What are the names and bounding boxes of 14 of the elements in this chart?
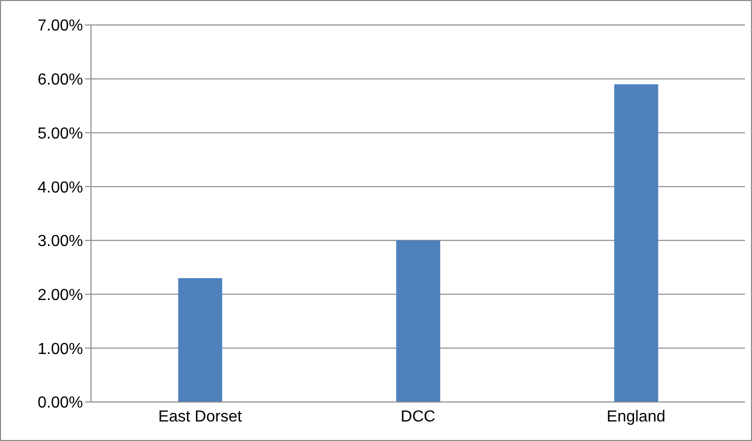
y-tick-label: 6.00% <box>38 72 83 89</box>
y-tick-label: 7.00% <box>38 18 83 35</box>
x-tick-label: East Dorset <box>158 408 242 426</box>
bar <box>178 278 222 402</box>
y-tick-label: 4.00% <box>38 179 83 196</box>
y-tick-label: 2.00% <box>38 286 83 304</box>
x-tick-label: England <box>606 408 666 426</box>
y-tick-label: 0.00% <box>38 394 83 412</box>
bar <box>614 84 658 402</box>
y-tick-label: 1.00% <box>38 340 83 358</box>
y-tick-label: 3.00% <box>38 233 83 250</box>
y-tick-label: 5.00% <box>38 125 83 142</box>
bar <box>396 240 440 402</box>
x-tick-label: DCC <box>400 408 436 426</box>
